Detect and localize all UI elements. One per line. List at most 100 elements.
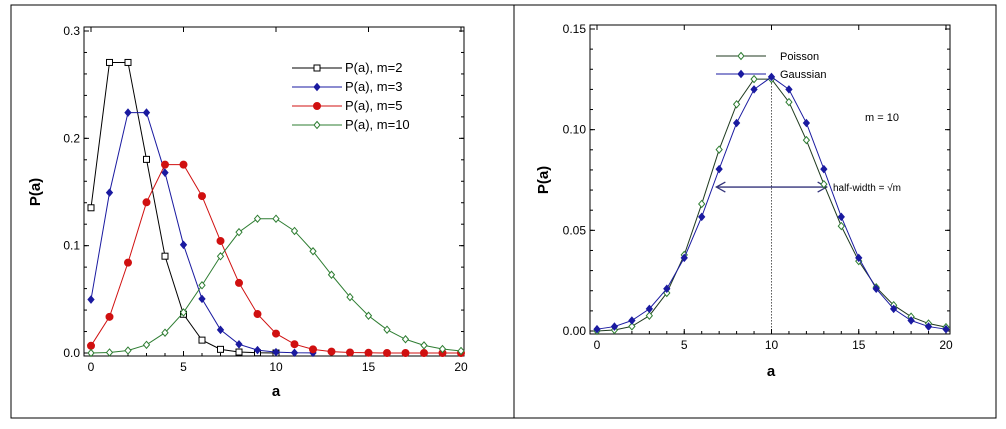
left-data-point: [179, 240, 188, 250]
left-data-point: [106, 58, 113, 66]
left-data-point: [309, 345, 317, 354]
left-legend-marker: [313, 120, 321, 130]
left-xtick-label: 15: [362, 360, 376, 374]
left-data-point: [198, 192, 206, 201]
arrow-head-left: [715, 181, 726, 193]
right-data-point: [837, 212, 845, 222]
left-data-point: [161, 160, 169, 169]
right-ylabel: P(a): [535, 166, 552, 194]
right-data-point: [610, 322, 619, 331]
right-data-point: [715, 164, 723, 174]
left-legend-label: P(a), m=10: [345, 117, 410, 132]
left-data-point: [216, 236, 225, 245]
right-data-point: [837, 221, 845, 231]
left-data-point: [420, 341, 428, 350]
right-data-point: [942, 324, 950, 334]
right-xlabel: a: [767, 363, 776, 380]
left-data-point: [105, 312, 114, 321]
right-data-point: [750, 85, 758, 94]
left-ytick-label: 0.3: [63, 24, 80, 38]
right-data-point: [732, 118, 741, 128]
left-data-point: [364, 311, 373, 321]
right-data-point: [924, 322, 933, 331]
right-xtick-label: 5: [681, 338, 688, 352]
left-series-line-1: [90, 112, 314, 354]
left-data-point: [179, 308, 188, 317]
left-data-point: [105, 348, 114, 357]
left-data-point: [364, 348, 373, 357]
right-ytick-label: 0.00: [563, 324, 587, 338]
left-data-point: [438, 344, 447, 354]
right-data-point: [767, 72, 776, 82]
left-ytick-label: 0.0: [63, 346, 80, 360]
left-data-point: [142, 198, 151, 207]
left-data-point: [142, 108, 151, 117]
left-data-point: [217, 345, 224, 353]
left-data-point: [290, 340, 299, 349]
left-data-point: [327, 270, 336, 280]
left-data-point: [87, 341, 95, 350]
left-legend-label: P(a), m=2: [345, 60, 402, 75]
left-data-point: [142, 340, 151, 350]
right-data-point: [785, 97, 793, 107]
right-ytick-label: 0.10: [563, 123, 587, 137]
left-data-point: [124, 258, 132, 267]
left-xtick-label: 0: [88, 360, 95, 374]
right-xtick-label: 0: [594, 338, 601, 352]
left-legend-label: P(a), m=5: [345, 98, 402, 113]
left-data-point: [272, 214, 280, 223]
left-xlabel: a: [272, 383, 281, 400]
right-data-point: [663, 284, 671, 293]
left-data-point: [198, 336, 206, 344]
right-xtick-label: 10: [765, 338, 779, 352]
left-data-point: [272, 329, 280, 338]
right-legend-marker: [737, 51, 745, 61]
right-ytick-label: 0.05: [563, 223, 587, 237]
right-data-point: [593, 324, 601, 334]
right-data-point: [645, 311, 654, 320]
left-data-point: [87, 295, 95, 304]
left-data-point: [253, 214, 262, 223]
right-data-point: [820, 179, 828, 189]
right-data-point: [732, 100, 741, 109]
left-data-point: [179, 160, 188, 169]
left-data-point: [327, 347, 336, 356]
left-plot-frame: [83, 26, 465, 357]
left-ytick-label: 0.1: [63, 239, 80, 253]
left-series-line-2: [90, 164, 461, 354]
right-data-point: [872, 284, 880, 293]
left-data-point: [198, 294, 206, 304]
left-data-point: [401, 349, 410, 357]
right-data-point: [698, 212, 706, 222]
left-legend-label: P(a), m=3: [345, 79, 402, 94]
left-data-point: [198, 281, 206, 290]
left-data-point: [235, 278, 243, 287]
right-data-point: [750, 74, 758, 84]
right-data-point: [855, 253, 863, 263]
left-data-point: [272, 347, 280, 357]
right-legend-label: Gaussian: [780, 69, 826, 81]
left-data-point: [346, 348, 354, 357]
left-data-point: [124, 346, 132, 355]
right-xtick-label: 15: [852, 338, 866, 352]
left-data-point: [290, 348, 299, 358]
right-xtick-label: 20: [939, 338, 953, 352]
halfwidth-label: half-width = √m: [833, 182, 901, 194]
left-data-point: [290, 226, 299, 236]
left-data-point: [383, 325, 391, 334]
right-legend-label: Poisson: [780, 51, 819, 63]
outer-frame: [10, 4, 997, 419]
right-data-point: [715, 145, 723, 154]
left-data-point: [161, 168, 169, 177]
right-ytick-label: 0.15: [563, 22, 587, 36]
right-plot-frame: [589, 24, 951, 335]
left-data-point: [401, 334, 410, 344]
right-data-point: [820, 164, 828, 174]
left-data-point: [457, 346, 465, 356]
left-data-point: [420, 349, 428, 357]
left-data-point: [87, 348, 95, 358]
right-data-point: [645, 304, 654, 314]
left-data-point: [124, 58, 132, 66]
